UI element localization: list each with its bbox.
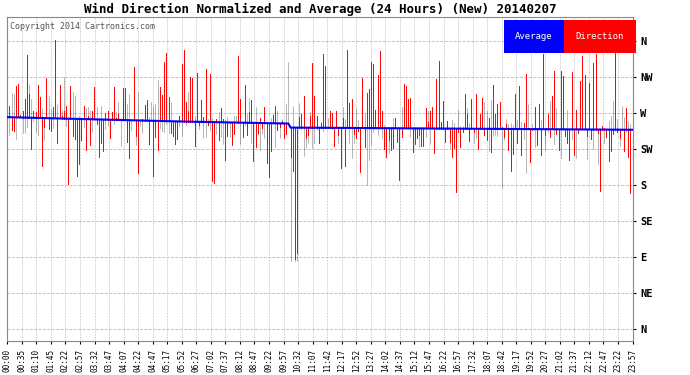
FancyBboxPatch shape bbox=[504, 20, 564, 53]
Text: Copyright 2014 Cartronics.com: Copyright 2014 Cartronics.com bbox=[10, 22, 155, 31]
FancyBboxPatch shape bbox=[564, 20, 635, 53]
Title: Wind Direction Normalized and Average (24 Hours) (New) 20140207: Wind Direction Normalized and Average (2… bbox=[83, 3, 556, 16]
Text: Average: Average bbox=[515, 32, 553, 41]
Text: Direction: Direction bbox=[575, 32, 624, 41]
